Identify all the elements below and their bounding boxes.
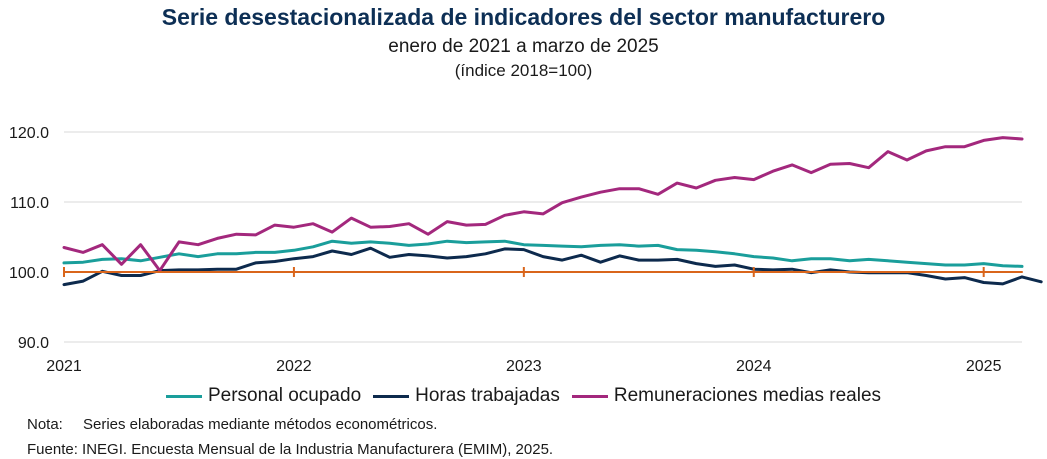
chart-source: Fuente: INEGI. Encuesta Mensual de la In…	[27, 441, 554, 458]
y-tick-label-90.0: 90.0	[18, 335, 49, 352]
legend-label-personal-ocupado: Personal ocupado	[207, 385, 362, 406]
x-tick-label-2023: 2023	[506, 358, 542, 375]
series-line-remuneraciones	[62, 136, 1024, 273]
legend-item-horas-trabajadas: Horas trabajadas	[373, 385, 560, 407]
series-line-personal-ocupado	[62, 239, 1024, 268]
chart-legend: Personal ocupado Horas trabajadas Remune…	[0, 385, 1047, 407]
legend-label-horas-trabajadas: Horas trabajadas	[415, 385, 560, 406]
line-chart: 90.0 100.0 110.0 120.0 2021 2022 2023 2024 2025	[9, 125, 1043, 375]
chart-subtitle: enero de 2021 a marzo de 2025	[388, 36, 659, 57]
legend-swatch-horas-trabajadas	[373, 394, 410, 398]
y-tick-label-120.0: 120.0	[9, 125, 49, 142]
x-tick-label-2022: 2022	[276, 358, 312, 375]
legend-swatch-remuneraciones	[571, 394, 608, 398]
y-tick-label-100.0: 100.0	[9, 265, 49, 282]
x-tick-label-2025: 2025	[966, 358, 1002, 375]
x-tick-label-2024: 2024	[736, 358, 772, 375]
chart-title: Serie desestacionalizada de indicadores …	[161, 4, 886, 30]
legend-item-personal-ocupado: Personal ocupado	[165, 385, 362, 407]
y-tick-label-110.0: 110.0	[10, 195, 49, 212]
chart-note: Nota: Series elaboradas mediante métodos …	[27, 416, 437, 433]
x-tick-label-2021: 2021	[46, 358, 82, 375]
chart-unit: (índice 2018=100)	[454, 61, 593, 80]
legend-label-remuneraciones: Remuneraciones medias reales	[613, 385, 882, 406]
note-text: Series elaboradas mediante métodos econo…	[83, 416, 438, 433]
legend-swatch-personal-ocupado	[165, 394, 202, 398]
legend-item-remuneraciones: Remuneraciones medias reales	[571, 385, 882, 407]
note-label: Nota:	[27, 416, 63, 433]
